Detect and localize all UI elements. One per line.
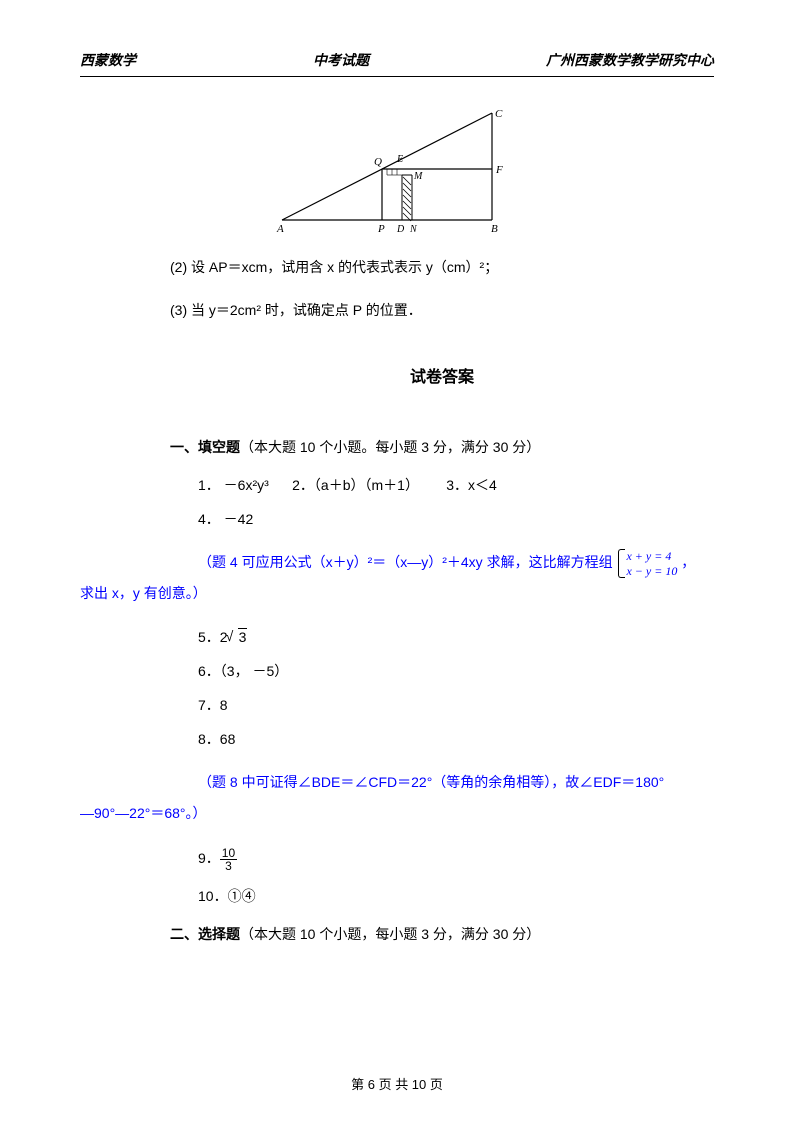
equation-system: x + y = 4 x − y = 10 bbox=[616, 549, 677, 578]
svg-text:P: P bbox=[377, 223, 385, 235]
sqrt-icon: 3 bbox=[228, 629, 248, 645]
section-1-title: 一、填空题 bbox=[170, 439, 240, 455]
note-8: （题 8 中可证得∠BDE＝∠CFD＝22°（等角的余角相等），故∠EDF＝18… bbox=[170, 767, 714, 829]
answer-6: 6．（3， －5） bbox=[170, 661, 714, 681]
svg-text:F: F bbox=[495, 164, 503, 176]
question-3: (3) 当 y＝2cm² 时，试确定点 P 的位置． bbox=[170, 298, 714, 323]
svg-text:C: C bbox=[495, 108, 503, 120]
svg-text:D: D bbox=[396, 224, 405, 235]
answer-3: 3．x＜4 bbox=[446, 477, 497, 493]
fraction-icon: 103 bbox=[220, 847, 237, 872]
answer-4: 4． －42 bbox=[170, 509, 714, 529]
answer-10: 10．①④ bbox=[170, 886, 714, 906]
note-8-line1: （题 8 中可证得∠BDE＝∠CFD＝22°（等角的余角相等），故∠EDF＝18… bbox=[170, 767, 714, 798]
eq-line-1: x + y = 4 bbox=[626, 549, 677, 563]
answer-section-title: 试卷答案 bbox=[170, 363, 714, 387]
page-footer: 第 6 页 共 10 页 bbox=[0, 1074, 794, 1093]
note-4: （题 4 可应用公式（x＋y）²＝（x—y）²＋4xy 求解，这比解方程组 x … bbox=[170, 547, 714, 609]
section-1-header: 一、填空题（本大题 10 个小题。每小题 3 分，满分 30 分） bbox=[170, 437, 714, 457]
answer-9: 9．103 bbox=[170, 847, 714, 872]
answer-5-radicand: 3 bbox=[238, 628, 248, 645]
header-right: 广州西蒙数学教学研究中心 bbox=[546, 50, 714, 70]
answer-9-den: 3 bbox=[220, 860, 237, 872]
svg-text:N: N bbox=[409, 224, 418, 235]
section-1-desc: （本大题 10 个小题。每小题 3 分，满分 30 分） bbox=[240, 439, 540, 455]
triangle-diagram-svg: A P D N B C F Q E M bbox=[267, 105, 527, 235]
svg-text:A: A bbox=[276, 223, 284, 235]
answers-row-1-3: 1． －6x²y³ 2．（a＋b）（m＋1） 3．x＜4 bbox=[170, 475, 714, 495]
page-header: 西蒙数学 中考试题 广州西蒙数学教学研究中心 bbox=[80, 50, 714, 77]
section-2-title: 二、选择题 bbox=[170, 926, 240, 942]
answer-2: 2．（a＋b）（m＋1） bbox=[292, 477, 419, 493]
svg-text:M: M bbox=[413, 171, 423, 182]
section-2-header: 二、选择题（本大题 10 个小题，每小题 3 分，满分 30 分） bbox=[170, 924, 714, 944]
answer-5: 5．2 3 bbox=[170, 627, 714, 647]
header-left: 西蒙数学 bbox=[80, 50, 136, 70]
answer-7: 7．8 bbox=[170, 695, 714, 715]
geometry-diagram: A P D N B C F Q E M bbox=[80, 105, 714, 235]
header-center: 中考试题 bbox=[313, 50, 369, 70]
note-4-pre: （题 4 可应用公式（x＋y）²＝（x—y）²＋4xy 求解，这比解方程组 bbox=[198, 554, 613, 570]
answer-9-num: 10 bbox=[220, 847, 237, 860]
page-number: 第 6 页 共 10 页 bbox=[351, 1077, 443, 1092]
note-4-line2: 求出 x，y 有创意。） bbox=[80, 578, 714, 609]
answer-8: 8．68 bbox=[170, 729, 714, 749]
eq-line-2: x − y = 10 bbox=[626, 564, 677, 578]
question-2: (2) 设 AP＝xcm，试用含 x 的代表式表示 y（cm）²； bbox=[170, 255, 714, 280]
note-4-post: ， bbox=[681, 554, 695, 570]
svg-text:B: B bbox=[491, 223, 498, 235]
svg-text:E: E bbox=[396, 154, 403, 165]
note-8-line2: —90°—22°＝68°。） bbox=[80, 798, 714, 829]
answer-9-prefix: 9． bbox=[198, 850, 220, 866]
answer-1: 1． －6x²y³ bbox=[198, 477, 269, 493]
section-2-desc: （本大题 10 个小题，每小题 3 分，满分 30 分） bbox=[240, 926, 540, 942]
svg-text:Q: Q bbox=[374, 156, 382, 168]
answer-5-prefix: 5．2 bbox=[198, 629, 228, 645]
